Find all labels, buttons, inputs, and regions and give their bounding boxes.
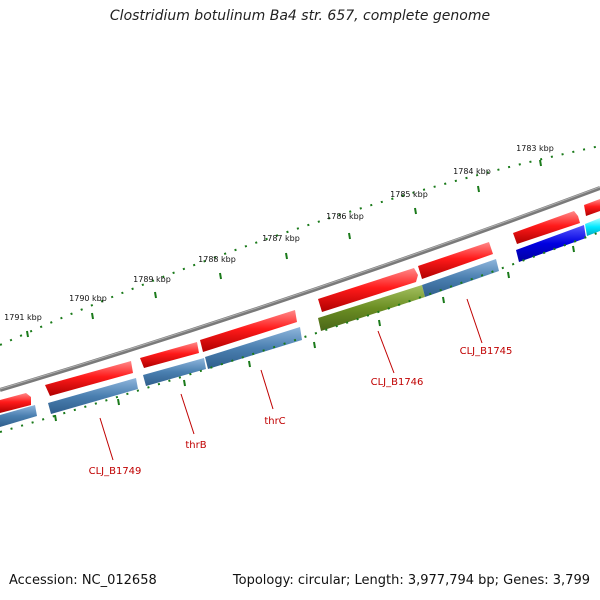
cds-arrow[interactable] (0, 393, 31, 413)
gene-label-clj-b1749[interactable]: CLJ_B1749 (89, 466, 142, 477)
cds-arrow[interactable] (318, 268, 418, 312)
scale-labels: 1783 kbp 1784 kbp 1785 kbp 1786 kbp 1787… (4, 144, 554, 322)
scale-label-1786: 1786 kbp (326, 212, 364, 221)
scale-label-1789: 1789 kbp (133, 275, 171, 284)
scale-label-1785: 1785 kbp (390, 190, 428, 199)
topology-text: Topology: circular; Length: 3,977,794 bp… (232, 573, 590, 588)
scale-label-1784: 1784 kbp (453, 167, 491, 176)
cds-arrow[interactable] (45, 361, 133, 396)
gene-label-clj-b1746[interactable]: CLJ_B1746 (371, 377, 424, 388)
cds-arrow[interactable] (200, 310, 297, 352)
genome-backbone (0, 186, 600, 392)
scale-label-1791: 1791 kbp (4, 313, 42, 322)
forward-features (0, 199, 600, 413)
accession-text: Accession: NC_012658 (9, 573, 157, 588)
gene-bar[interactable] (422, 259, 499, 297)
gene-bar-highlighted[interactable] (318, 285, 425, 331)
gene-label-clj-b1745[interactable]: CLJ_B1745 (460, 346, 513, 357)
cds-arrow[interactable] (584, 199, 600, 216)
gene-bar[interactable] (48, 378, 138, 414)
rna-bar[interactable] (516, 225, 586, 262)
gene-labels: CLJ_B1745 CLJ_B1746 thrC thrB CLJ_B1749 (89, 346, 513, 477)
scale-label-1788: 1788 kbp (198, 255, 236, 264)
label-leaders (99, 298, 483, 461)
map-title: Clostridium botulinum Ba4 str. 657, comp… (109, 8, 491, 24)
gene-label-thrc[interactable]: thrC (264, 416, 285, 427)
gene-bar[interactable] (205, 327, 302, 369)
scale-label-1790: 1790 kbp (69, 294, 107, 303)
inner-tick-ring (0, 231, 600, 433)
gene-label-thrb[interactable]: thrB (185, 440, 206, 451)
cds-arrow[interactable] (513, 211, 580, 244)
cds-arrow[interactable] (418, 242, 493, 279)
gene-features (0, 218, 600, 427)
rna-bar[interactable] (585, 218, 600, 236)
gene-bar[interactable] (143, 358, 206, 386)
cds-arrow[interactable] (140, 342, 199, 368)
gene-bar[interactable] (0, 405, 37, 427)
inner-major-ticks (54, 245, 575, 422)
scale-major-ticks (26, 159, 542, 338)
scale-ring (0, 145, 600, 346)
scale-label-1783: 1783 kbp (516, 144, 554, 153)
scale-label-1787: 1787 kbp (262, 234, 300, 243)
